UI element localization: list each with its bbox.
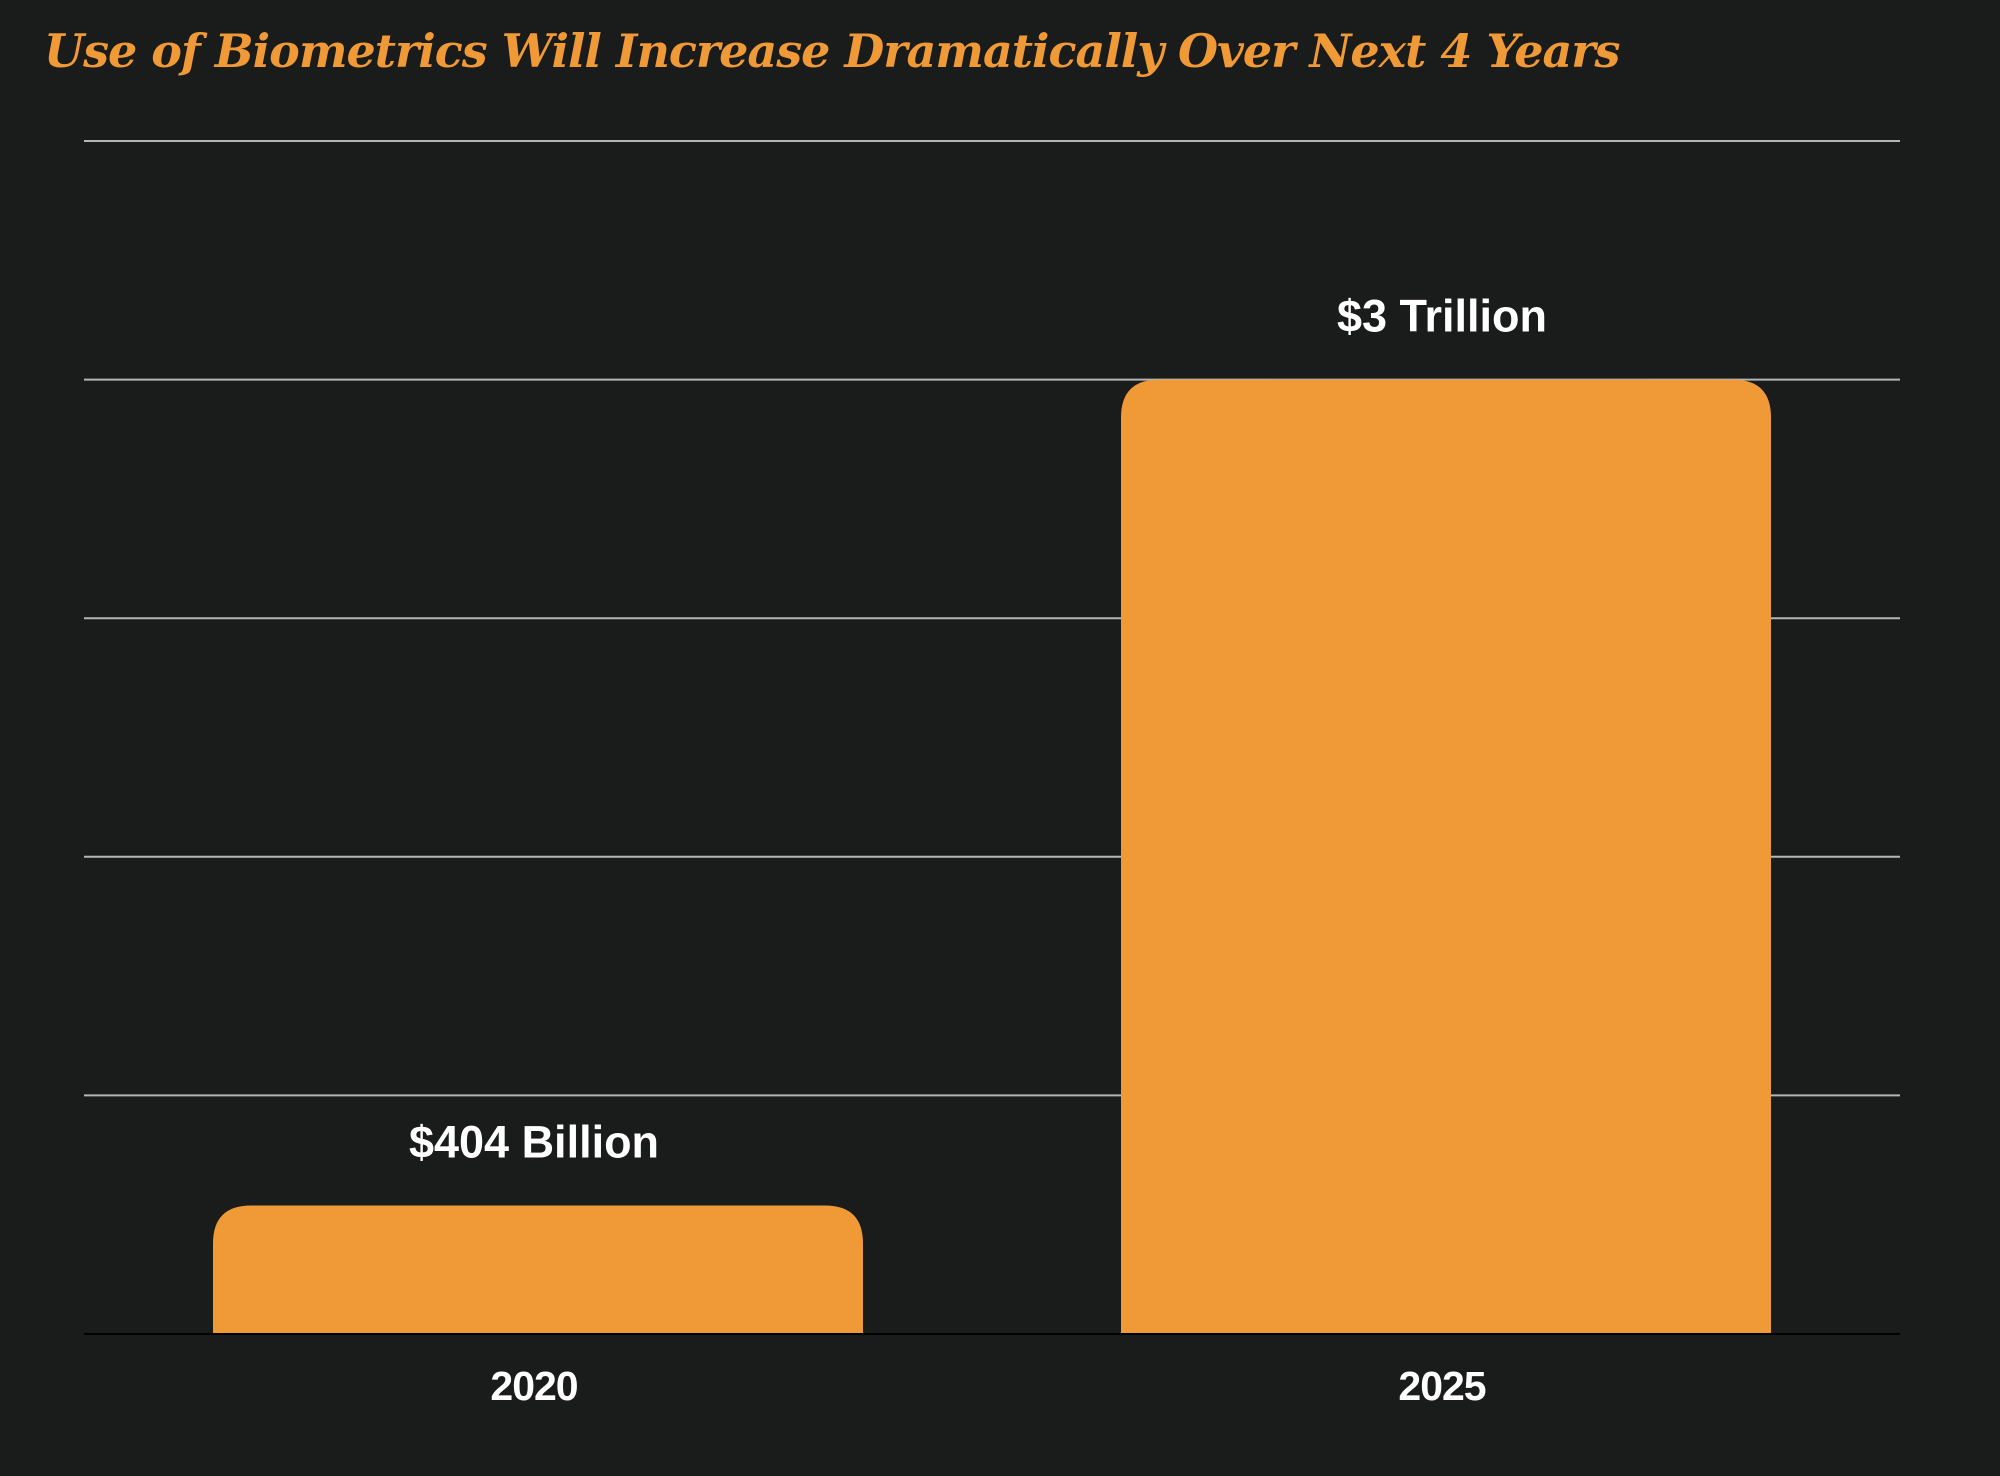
data-label-2025: $3 Trillion — [1337, 291, 1547, 342]
bars — [213, 379, 1771, 1335]
data-labels: $404 Billion $3 Trillion — [409, 291, 1547, 1168]
x-axis-tick-labels: 2020 2025 — [490, 1363, 1486, 1409]
data-label-2020: $404 Billion — [409, 1116, 659, 1167]
x-tick-label-2020: 2020 — [490, 1363, 577, 1409]
bar-2020 — [213, 1205, 863, 1334]
bar-2025 — [1121, 379, 1771, 1335]
x-tick-label-2025: 2025 — [1398, 1363, 1485, 1409]
chart-title: Use of Biometrics Will Increase Dramatic… — [44, 24, 1620, 78]
